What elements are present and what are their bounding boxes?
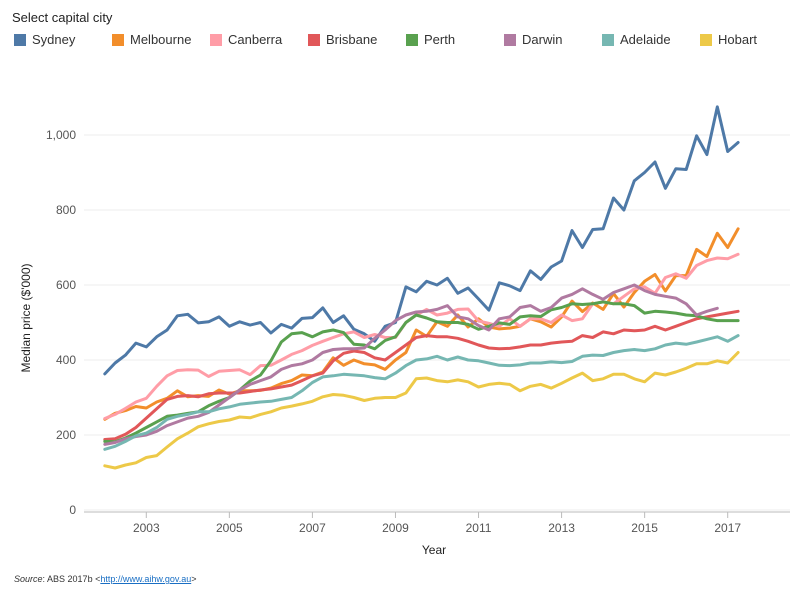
x-axis-label: Year [422,543,446,557]
source-link[interactable]: http://www.aihw.gov.au [100,574,191,584]
x-tick-label: 2015 [631,521,658,535]
y-tick-label: 800 [56,203,76,217]
series-line-brisbane[interactable] [105,311,738,439]
source-text: : ABS 2017b < [43,574,101,584]
source-close: > [191,574,196,584]
y-tick-label: 200 [56,428,76,442]
series-lines [105,107,738,468]
source-note: Source: ABS 2017b <http://www.aihw.gov.a… [14,574,196,584]
source-label: Source [14,574,43,584]
x-tick-label: 2007 [299,521,326,535]
y-tick-label: 1,000 [46,128,76,142]
x-tick-label: 2003 [133,521,160,535]
series-line-darwin[interactable] [105,285,718,444]
y-tick-label: 0 [69,503,76,517]
x-tick-label: 2013 [548,521,575,535]
x-tick-label: 2005 [216,521,243,535]
y-axis-label: Median price ($'000) [19,263,33,372]
x-tick-label: 2009 [382,521,409,535]
x-tick-label: 2017 [714,521,741,535]
y-tick-label: 400 [56,353,76,367]
series-line-adelaide[interactable] [105,336,738,450]
x-tick-label: 2011 [466,521,492,535]
y-tick-label: 600 [56,278,76,292]
